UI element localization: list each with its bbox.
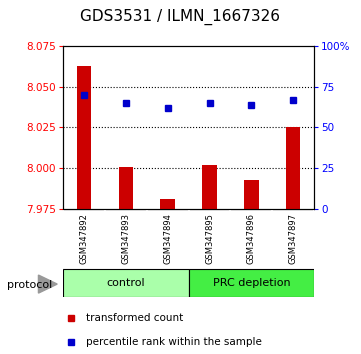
Text: GSM347892: GSM347892 — [79, 213, 88, 264]
Bar — [63, 269, 188, 297]
Polygon shape — [38, 275, 57, 293]
Text: percentile rank within the sample: percentile rank within the sample — [86, 337, 262, 347]
Text: protocol: protocol — [7, 280, 52, 290]
Text: control: control — [106, 278, 145, 288]
Bar — [188, 269, 314, 297]
Text: GSM347895: GSM347895 — [205, 213, 214, 264]
Bar — [118, 166, 133, 209]
Text: GSM347894: GSM347894 — [163, 213, 172, 264]
Bar — [286, 127, 300, 209]
Text: GSM347897: GSM347897 — [289, 213, 298, 264]
Bar — [244, 179, 259, 209]
Bar — [77, 65, 91, 209]
Text: GSM347896: GSM347896 — [247, 213, 256, 264]
Text: PRC depletion: PRC depletion — [213, 278, 290, 288]
Text: GDS3531 / ILMN_1667326: GDS3531 / ILMN_1667326 — [81, 9, 280, 25]
Text: transformed count: transformed count — [86, 313, 183, 323]
Bar — [202, 165, 217, 209]
Text: GSM347893: GSM347893 — [121, 213, 130, 264]
Bar — [160, 199, 175, 209]
